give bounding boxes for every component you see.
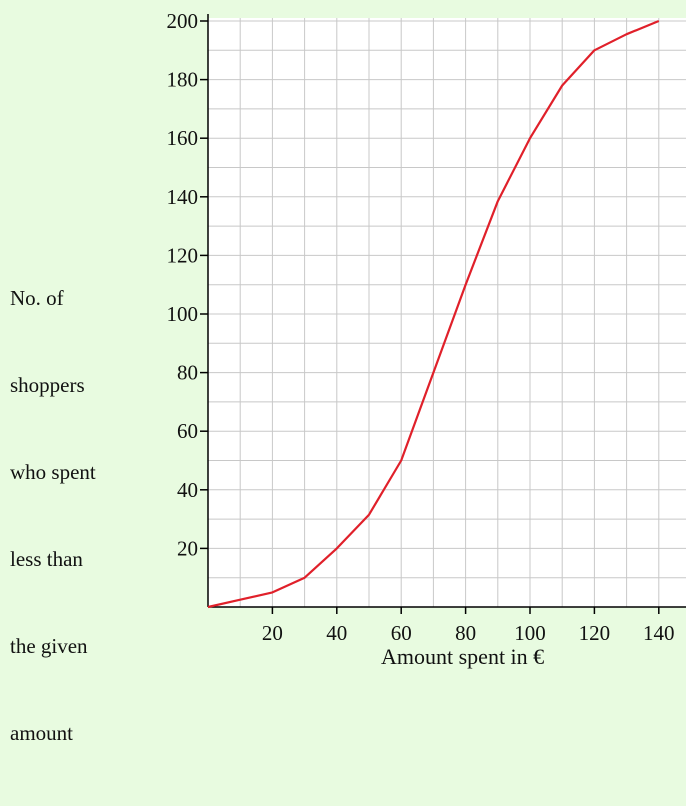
x-tick-label: 40 [326,621,347,645]
series-layer [207,19,660,609]
x-axis-label: Amount spent in € [381,644,545,669]
y-axis-label-line: No. of [10,286,64,310]
y-tick-label: 140 [167,185,199,209]
y-axis-label-line: amount [10,721,73,745]
cumulative-frequency-chart: 20 40 60 80 100 120 140 160 180 200 20 40 60 80 100 120… [167,9,686,645]
y-axis-label: No. of shoppers who spent less than the … [10,226,96,806]
y-tick-label: 180 [167,68,199,92]
y-tick-label: 100 [167,302,199,326]
chart-stage: 20 40 60 80 100 120 140 160 180 200 20 40 60 80 100 120… [10,9,686,745]
y-axis-label-line: shoppers [10,373,85,397]
x-tick-label: 60 [391,621,412,645]
y-tick-label: 20 [177,536,198,560]
y-axis-label-line: the given [10,634,88,658]
y-axis-label-line: who spent [10,460,96,484]
y-tick-label: 200 [167,9,199,33]
ticks: 20 40 60 80 100 120 140 160 180 200 20 40 60 80 100 120… [167,9,675,645]
x-tick-label: 140 [643,621,675,645]
y-tick-label: 80 [177,361,198,385]
series-line [207,19,660,609]
grid [208,18,686,607]
x-tick-label: 20 [262,621,283,645]
y-tick-label: 40 [177,478,198,502]
y-axis-label-line: less than [10,547,83,571]
y-tick-label: 160 [167,126,199,150]
x-tick-label: 120 [579,621,611,645]
plot-background [208,18,686,607]
y-tick-label: 120 [167,243,199,267]
x-tick-label: 100 [514,621,546,645]
y-tick-label: 60 [177,419,198,443]
x-tick-label: 80 [455,621,476,645]
axes [207,14,686,608]
